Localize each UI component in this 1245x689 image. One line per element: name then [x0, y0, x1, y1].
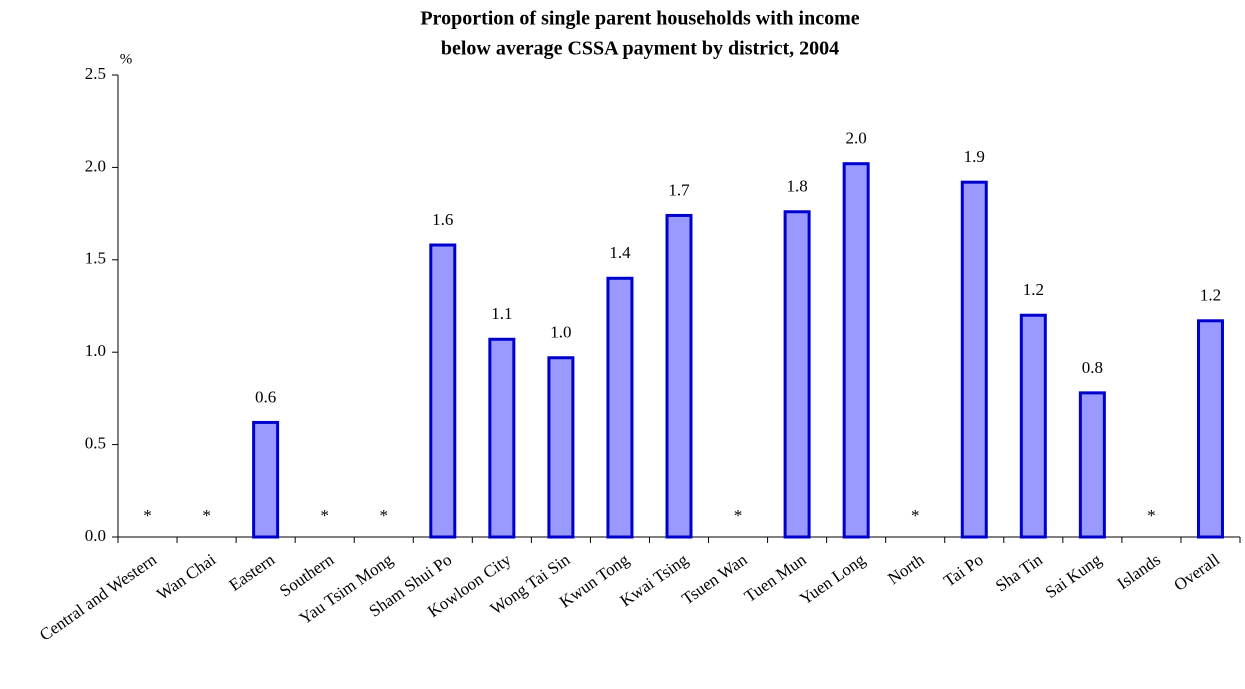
y-tick-label: 0.5: [85, 434, 106, 453]
bar: [842, 162, 870, 539]
y-tick-label: 0.0: [85, 526, 106, 545]
y-tick-label: 1.0: [85, 341, 106, 360]
x-tick-label: Sai Kung: [1042, 550, 1106, 602]
bar: [665, 213, 693, 539]
bar: [488, 337, 516, 539]
bar: [252, 420, 280, 539]
x-tick-label: North: [884, 550, 928, 589]
bar: [1019, 313, 1047, 539]
value-label: *: [143, 506, 152, 525]
x-tick-label: Islands: [1114, 550, 1164, 593]
chart-title: Proportion of single parent households w…: [420, 8, 859, 30]
value-label: 1.1: [491, 304, 512, 323]
bar: [606, 276, 634, 539]
y-axis-label: %: [120, 51, 133, 67]
value-label: *: [202, 506, 211, 525]
x-tick-label: Kwai Tsing: [616, 550, 691, 611]
value-label: 1.8: [786, 177, 807, 196]
value-label: 1.2: [1200, 286, 1221, 305]
value-label: 0.6: [255, 387, 276, 406]
x-tick-label: Overall: [1170, 550, 1223, 595]
y-tick-label: 1.5: [85, 249, 106, 268]
value-label: 1.9: [964, 147, 985, 166]
bar: [1196, 319, 1224, 539]
x-tick-label: Tsuen Wan: [678, 550, 751, 609]
value-label: *: [911, 506, 920, 525]
value-label: 2.0: [846, 129, 867, 148]
value-label: *: [320, 506, 329, 525]
value-label: 1.2: [1023, 280, 1044, 299]
bar: [547, 356, 575, 539]
y-tick-label: 2.0: [85, 156, 106, 175]
value-label: 1.7: [668, 180, 690, 199]
value-label: *: [379, 506, 388, 525]
bar: [429, 243, 457, 539]
value-label: 1.4: [609, 243, 631, 262]
value-label: 0.8: [1082, 358, 1103, 377]
value-label: *: [1147, 506, 1156, 525]
y-tick-label: 2.5: [85, 64, 106, 83]
bar: [783, 210, 811, 539]
bar: [1078, 391, 1106, 539]
chart-title: below average CSSA payment by district, …: [441, 38, 839, 60]
value-label: 1.6: [432, 210, 453, 229]
x-tick-label: Tai Po: [940, 550, 987, 591]
x-tick-label: Sha Tin: [992, 550, 1046, 596]
x-tick-label: Eastern: [226, 550, 279, 595]
value-label: 1.0: [550, 323, 571, 342]
value-label: *: [734, 506, 743, 525]
bar: [960, 180, 988, 539]
x-tick-label: Wan Chai: [153, 550, 219, 604]
x-tick-label: Central and Western: [36, 550, 160, 645]
x-tick-label: Yuen Long: [796, 550, 869, 609]
